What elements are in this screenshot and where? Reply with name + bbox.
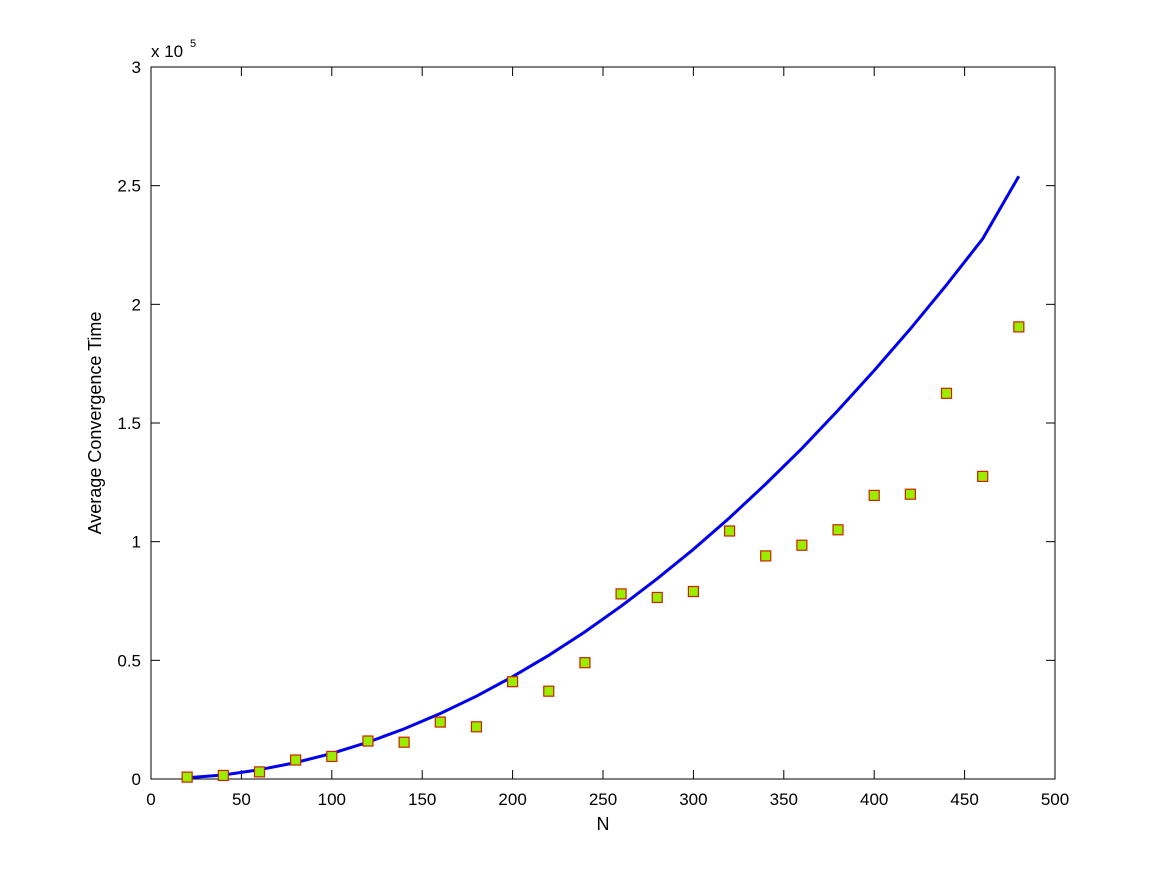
x-tick-label: 100: [318, 790, 346, 809]
series-line: [187, 175, 1021, 780]
x-tick-label: 50: [232, 790, 251, 809]
data-point: [543, 685, 555, 697]
data-point: [651, 591, 663, 604]
data-point: [723, 525, 736, 537]
data-point: [977, 470, 989, 482]
data-point: [470, 721, 483, 733]
data-point: [796, 539, 808, 551]
x-tick-label: 400: [860, 790, 888, 809]
data-point: [181, 771, 193, 783]
x-tick-label: 150: [408, 790, 436, 809]
y-tick-label: 0: [132, 770, 141, 789]
data-point: [832, 524, 844, 536]
fit-curve: [187, 175, 1021, 780]
plot-area: [150, 66, 1056, 780]
data-point: [398, 736, 410, 748]
y-tick-label: 3: [132, 58, 141, 77]
y-tick-label: 2: [132, 295, 141, 314]
data-point: [434, 716, 446, 728]
data-point: [940, 387, 953, 399]
y-tick-label: 1.5: [117, 414, 141, 433]
data-point: [253, 766, 266, 778]
x-tick-label: 0: [146, 790, 155, 809]
y-multiplier-exponent: 5: [190, 38, 196, 50]
data-point: [579, 657, 591, 669]
x-tick-label: 450: [950, 790, 978, 809]
data-point: [760, 550, 772, 562]
y-tick-labels: 0 0.5 1 1.5 2 2.5 3: [117, 58, 141, 789]
x-tick-label: 200: [498, 790, 526, 809]
x-tick-label: 500: [1041, 790, 1069, 809]
x-tick-label: 350: [770, 790, 798, 809]
data-point: [507, 676, 519, 688]
data-point: [1013, 321, 1025, 333]
data-points: [181, 321, 1025, 783]
data-point: [217, 769, 229, 782]
x-axis-label: N: [597, 814, 610, 834]
x-tick-label: 300: [679, 790, 707, 809]
data-point: [687, 585, 700, 598]
data-point: [290, 754, 302, 766]
data-point: [615, 588, 627, 600]
y-axis-label: Average Convergence Time: [85, 312, 105, 535]
y-tick-label: 0.5: [117, 651, 141, 670]
data-point: [904, 488, 916, 500]
y-tick-label: 2.5: [117, 177, 141, 196]
data-point: [868, 489, 880, 501]
x-tick-label: 250: [589, 790, 617, 809]
y-tick-label: 1: [132, 533, 141, 552]
axis-ticks: [150, 66, 1056, 780]
y-multiplier-label: x 10: [151, 42, 183, 61]
x-tick-labels: 0 50 100 150 200 250 300 350 400 450 500: [146, 790, 1069, 809]
data-point: [326, 750, 338, 763]
data-point: [362, 735, 374, 747]
